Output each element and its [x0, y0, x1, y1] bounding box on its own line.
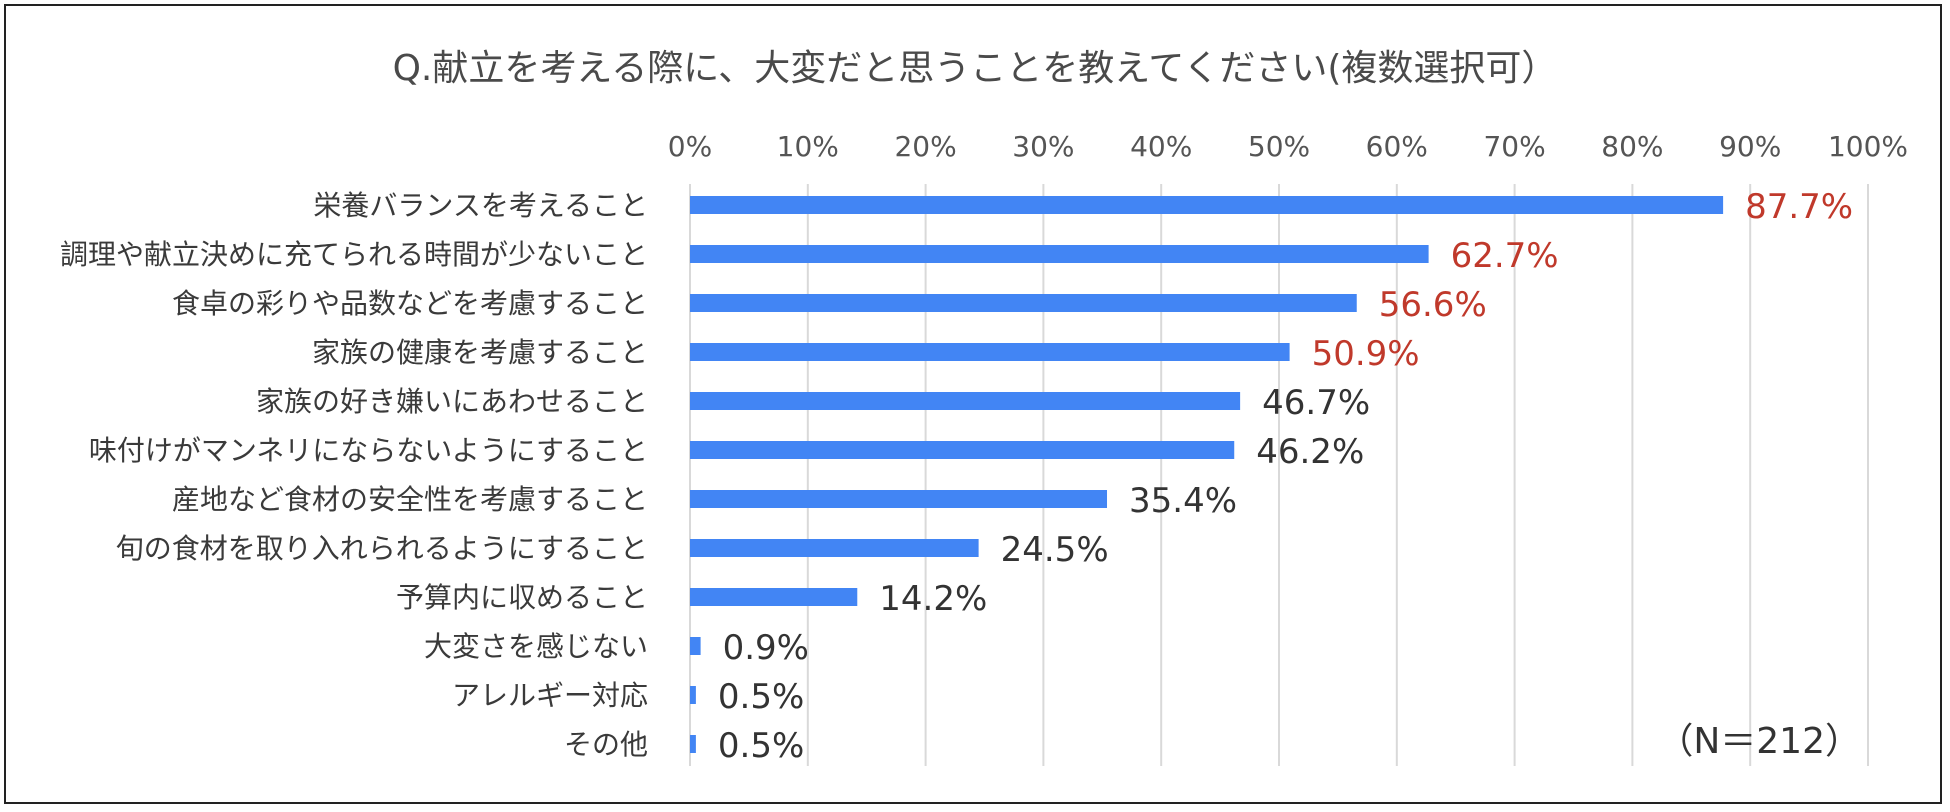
data-label: 87.7% — [1745, 187, 1853, 227]
x-tick-label: 100% — [1828, 130, 1908, 163]
bar — [690, 588, 858, 606]
category-label: 家族の好き嫌いにあわせること — [256, 385, 648, 418]
x-tick-label: 20% — [894, 130, 956, 163]
x-tick-label: 50% — [1248, 130, 1310, 163]
x-tick-label: 0% — [668, 130, 712, 163]
value-labels: 87.7% 62.7% 56.6% 50.9% 46.7% 46.2% 35.4% 24.5%… — [718, 187, 1853, 766]
bar — [690, 490, 1108, 508]
category-label: 旬の食材を取り入れられるようにすること — [116, 532, 648, 565]
data-label: 56.6% — [1379, 285, 1487, 325]
category-label: 大変さを感じない — [424, 630, 648, 663]
chart-title: Q.献立を考える際に、大変だと思うことを教えてください(複数選択可） — [393, 48, 1558, 89]
bar — [690, 441, 1235, 459]
category-label: 産地など食材の安全性を考慮すること — [172, 483, 648, 516]
data-label: 35.4% — [1129, 481, 1237, 521]
bar — [690, 343, 1290, 361]
data-label: 46.7% — [1262, 383, 1370, 423]
gridlines — [689, 184, 1869, 766]
category-label: 食卓の彩りや品数などを考慮すること — [172, 287, 648, 320]
x-tick-label: 40% — [1130, 130, 1192, 163]
category-label: アレルギー対応 — [452, 679, 648, 712]
data-label: 62.7% — [1451, 236, 1559, 276]
x-tick-label: 80% — [1601, 130, 1663, 163]
x-tick-label: 30% — [1012, 130, 1074, 163]
x-tick-label: 90% — [1719, 130, 1781, 163]
category-label: 予算内に収めること — [396, 581, 648, 614]
chart-frame: Q.献立を考える際に、大変だと思うことを教えてください(複数選択可） 0% 10%… — [4, 4, 1942, 804]
bar — [690, 686, 696, 704]
bar — [690, 539, 979, 557]
bar — [690, 637, 701, 655]
sample-size-note: （N＝212） — [1657, 721, 1861, 762]
x-tick-label: 10% — [777, 130, 839, 163]
data-label: 0.5% — [718, 726, 804, 766]
bar — [690, 392, 1241, 410]
category-label: その他 — [564, 728, 648, 761]
bars — [690, 196, 1724, 753]
data-label: 14.2% — [879, 579, 987, 619]
data-label: 24.5% — [1001, 530, 1109, 570]
data-label: 50.9% — [1312, 334, 1420, 374]
data-label: 0.9% — [723, 628, 809, 668]
x-tick-label: 70% — [1483, 130, 1545, 163]
bar — [690, 196, 1724, 214]
data-label: 46.2% — [1256, 432, 1364, 472]
x-tick-label: 60% — [1366, 130, 1428, 163]
data-label: 0.5% — [718, 677, 804, 717]
category-label: 家族の健康を考慮すること — [312, 336, 648, 369]
category-label: 栄養バランスを考えること — [313, 189, 648, 222]
bar — [690, 245, 1429, 263]
bar — [690, 294, 1357, 312]
x-axis-tick-labels: 0% 10% 20% 30% 40% 50% 60% 70% 80% 90% 100% — [668, 130, 1908, 163]
bar — [690, 735, 696, 753]
category-labels: 栄養バランスを考えること調理や献立決めに充てられる時間が少ないこと食卓の彩りや品… — [60, 189, 648, 761]
category-label: 味付けがマンネリにならないようにすること — [89, 434, 648, 467]
bar-chart: Q.献立を考える際に、大変だと思うことを教えてください(複数選択可） 0% 10%… — [60, 48, 1908, 766]
category-label: 調理や献立決めに充てられる時間が少ないこと — [60, 238, 648, 271]
